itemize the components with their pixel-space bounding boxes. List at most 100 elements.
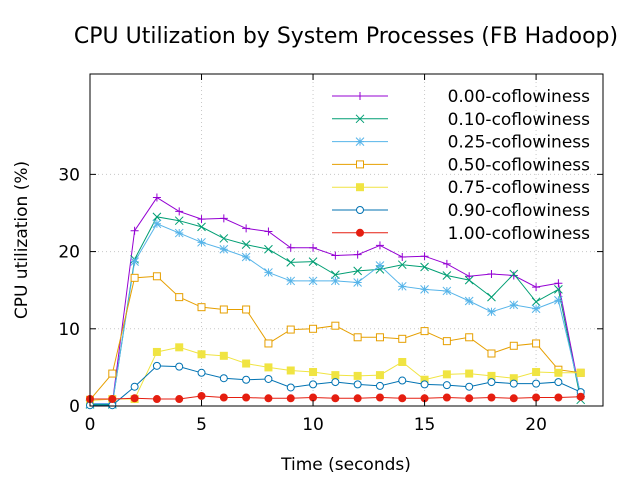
data-point [197,237,206,247]
data-point [242,359,251,368]
data-point [197,391,206,400]
data-point [353,266,363,276]
legend-label: 0.90-coflowiness [448,201,591,221]
data-point [532,393,541,402]
data-point [308,276,318,286]
legend-marker [356,183,364,192]
data-point [465,382,474,391]
data-point [487,269,496,278]
y-tick-label: 10 [58,320,80,340]
data-point [465,333,474,342]
data-point [554,368,563,377]
x-tick-label: 5 [196,415,207,435]
series-5 [86,361,585,410]
data-point [397,281,407,291]
data-point [532,339,541,348]
data-point [264,363,273,372]
data-point [398,357,407,366]
chart-title: CPU Utilization by System Processes (FB … [74,24,618,49]
data-point [576,392,585,401]
data-point [286,366,295,375]
data-point [330,276,340,286]
legend-marker [356,92,364,100]
data-point [219,234,229,243]
data-point [331,394,340,403]
data-point [197,350,206,359]
data-point [242,305,251,314]
legend-label: 0.00-coflowiness [448,87,591,107]
data-point [152,361,161,370]
data-point [286,243,295,252]
series-2 [85,219,586,409]
legend-label: 0.25-coflowiness [448,133,591,153]
data-point [264,244,273,254]
data-point [375,261,385,270]
data-point [242,224,251,233]
legend-label: 0.50-coflowiness [448,155,591,175]
data-point [353,250,362,259]
data-point [554,378,563,387]
data-point [420,252,429,261]
data-point [465,272,474,281]
x-tick-label: 10 [302,415,324,435]
data-point [509,269,519,279]
data-point [130,382,139,391]
data-point [420,327,429,336]
data-point [398,394,407,403]
data-point [174,228,184,238]
data-point [554,279,563,288]
data-point [241,240,251,249]
data-point [219,305,228,314]
data-point [509,271,518,280]
legend-marker [356,160,364,169]
data-point [152,212,162,222]
data-point [420,262,429,272]
data-point [465,369,474,378]
y-tick-label: 0 [69,397,80,417]
data-point [398,252,407,261]
legend-marker [355,114,365,124]
data-point [353,371,362,380]
data-point [331,321,340,330]
data-point [531,297,541,307]
data-point [509,300,519,310]
data-point [174,216,184,226]
axis-ticks: 0 5 10 15 20 0 10 20 30 [58,74,603,435]
data-point [353,278,363,287]
data-point [286,258,296,267]
data-point [331,378,340,387]
data-point [286,276,296,286]
data-point [219,374,228,383]
data-point [532,379,541,388]
data-point [219,214,228,223]
plot-frame [89,73,604,407]
data-point [197,215,206,224]
data-point [487,349,496,358]
x-tick-label: 20 [525,415,547,435]
data-point [353,394,362,403]
legend-marker [356,206,364,214]
data-point [175,207,184,216]
data-point [509,379,518,388]
series-6 [86,391,585,404]
data-point [264,227,273,236]
series-layer [85,193,586,410]
data-point [264,374,273,383]
data-point [442,259,451,268]
data-point [576,368,585,377]
data-point [554,285,563,294]
data-point [175,293,184,302]
data-point [420,285,429,294]
data-point [152,272,161,281]
data-point [397,260,407,270]
data-point [130,257,139,266]
data-point [197,368,206,377]
data-point [532,283,541,292]
data-point [309,380,318,389]
data-point [219,351,228,360]
data-point [442,337,451,346]
data-point [309,393,318,402]
data-point [330,270,340,280]
data-point [442,381,451,390]
y-tick-label: 30 [58,165,80,185]
